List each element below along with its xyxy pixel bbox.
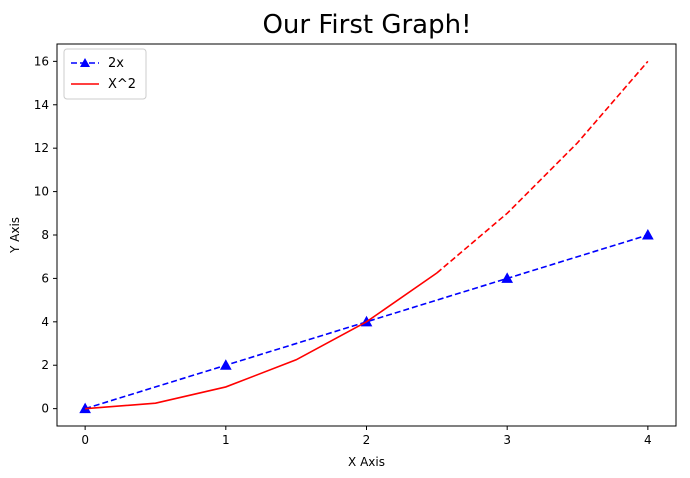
- y-tick-label: 0: [41, 402, 49, 416]
- data-point: [501, 272, 514, 283]
- x-axis: 0 1 2 3 4: [81, 426, 652, 447]
- data-point: [219, 359, 232, 370]
- y-tick-label: 14: [34, 98, 49, 112]
- y-tick-label: 16: [34, 54, 49, 68]
- y-tick-label: 4: [41, 315, 49, 329]
- legend-marker: [80, 58, 90, 67]
- plot-frame: [56, 43, 677, 427]
- data-point: [642, 228, 654, 240]
- legend-label: 2x: [108, 56, 124, 71]
- x-tick-label: 2: [363, 433, 371, 447]
- x-tick-label: 4: [644, 433, 652, 447]
- y-axis: 0 2 4 6 8 10 12 14 16: [34, 54, 57, 416]
- y-tick-label: 8: [41, 228, 49, 242]
- x-tick-label: 3: [503, 433, 511, 447]
- plot-area: [79, 60, 654, 414]
- y-axis-label: Y Axis: [8, 217, 22, 254]
- x-tick-label: 1: [222, 433, 230, 447]
- series-line-1: [85, 272, 438, 410]
- series-line-2: [436, 60, 649, 274]
- x-axis-label: X Axis: [348, 455, 385, 469]
- x-tick-label: 0: [81, 433, 89, 447]
- chart-title: Our First Graph!: [262, 10, 471, 40]
- legend-label: X^2: [108, 77, 136, 92]
- series-line-0: [84, 234, 649, 410]
- y-tick-label: 2: [41, 358, 49, 372]
- y-tick-label: 12: [34, 141, 49, 155]
- y-tick-label: 6: [41, 271, 49, 285]
- legend: 2xX^2: [63, 48, 147, 100]
- y-tick-label: 10: [34, 185, 49, 199]
